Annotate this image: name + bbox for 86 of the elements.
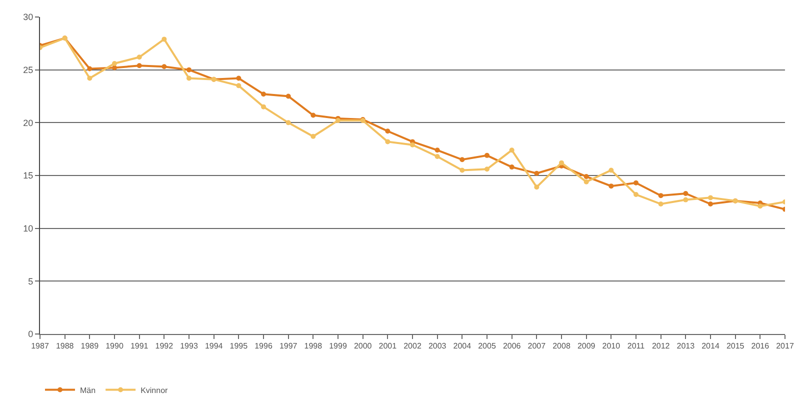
y-tick-label: 10 [23, 223, 34, 234]
point [336, 118, 340, 124]
point [534, 170, 540, 176]
point [434, 154, 440, 159]
point [236, 83, 242, 88]
point [186, 67, 192, 72]
point [286, 120, 291, 126]
point [683, 190, 688, 196]
point [385, 139, 390, 144]
x-tick-label: 2011 [627, 342, 646, 351]
x-tick-label: 1994 [204, 342, 224, 351]
x-tick-label: 2012 [652, 342, 670, 351]
legend-label: Kvinnor [140, 386, 168, 395]
point [261, 92, 266, 97]
x-tick-label: 1987 [31, 342, 50, 351]
x-tick-label: 2000 [354, 342, 372, 351]
point [608, 168, 614, 173]
point [509, 148, 514, 153]
x-tick-label: 1989 [80, 342, 100, 351]
x-tick-label: 2008 [552, 342, 571, 351]
y-tick-label: 25 [23, 64, 34, 75]
point [534, 184, 540, 190]
point [758, 204, 763, 209]
point [509, 164, 514, 170]
point [286, 94, 291, 99]
point [162, 36, 167, 42]
y-tick-label: 30 [23, 12, 34, 22]
x-tick-label: 2004 [453, 342, 472, 351]
x-tick-label: 2005 [478, 342, 496, 351]
point [410, 142, 415, 148]
x-tick-label: 1992 [155, 342, 174, 351]
point [584, 174, 589, 180]
point [683, 197, 688, 202]
point [708, 195, 713, 200]
x-tick-label: 2009 [577, 342, 596, 351]
point [87, 66, 92, 72]
point [634, 192, 638, 198]
legend-label: Män [80, 386, 96, 395]
y-tick-label: 15 [23, 170, 34, 181]
x-tick-label: 2002 [404, 342, 422, 351]
x-tick-label: 1999 [329, 342, 348, 351]
point [310, 112, 316, 118]
point [112, 65, 117, 70]
y-tick-label: 5 [28, 276, 34, 286]
point [460, 157, 465, 162]
x-tick-label: 1993 [180, 342, 198, 351]
point [186, 76, 192, 81]
x-tick-label: 2010 [602, 342, 621, 351]
point [658, 193, 664, 198]
x-tick-label: 1991 [130, 342, 149, 351]
point [484, 152, 490, 158]
x-tick-label: 2007 [528, 342, 546, 351]
point [584, 179, 589, 184]
y-tick-label: 0 [28, 329, 34, 340]
point [559, 160, 564, 166]
point [434, 148, 440, 153]
point [460, 168, 465, 173]
x-tick-label: 1990 [106, 342, 124, 351]
point [484, 166, 490, 172]
point [634, 180, 638, 186]
x-tick-label: 1988 [56, 342, 74, 351]
x-tick-label: 2015 [726, 342, 745, 351]
point [162, 64, 167, 70]
x-tick-label: 2003 [428, 342, 447, 351]
y-tick-label: 20 [23, 118, 34, 128]
point [658, 202, 664, 207]
point [136, 54, 142, 60]
x-tick-label: 1998 [304, 342, 323, 351]
x-tick-label: 1995 [230, 342, 248, 351]
point [136, 63, 142, 68]
x-tick-label: 2016 [751, 342, 770, 351]
point [608, 184, 614, 189]
point [261, 104, 266, 110]
x-tick-label: 2001 [378, 342, 398, 351]
x-tick-label: 2014 [702, 342, 720, 351]
x-tick-label: 2013 [676, 342, 696, 351]
x-tick-label: 1996 [254, 342, 273, 351]
point [310, 134, 316, 139]
x-tick-label: 2017 [776, 342, 794, 351]
x-tick-label: 2006 [502, 342, 522, 351]
point [112, 60, 117, 66]
point [236, 76, 242, 81]
x-tick-label: 1997 [279, 342, 298, 351]
point [385, 128, 390, 134]
point [87, 76, 92, 81]
point [708, 202, 713, 207]
